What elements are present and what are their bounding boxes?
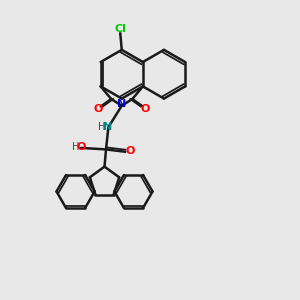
- Text: O: O: [76, 142, 86, 152]
- Text: O: O: [94, 104, 103, 114]
- Text: O: O: [125, 146, 134, 156]
- Text: N: N: [103, 122, 112, 131]
- Text: O: O: [140, 104, 150, 114]
- Text: H: H: [72, 142, 80, 152]
- Text: Cl: Cl: [114, 24, 126, 34]
- Text: N: N: [117, 99, 126, 109]
- Text: H: H: [98, 122, 106, 131]
